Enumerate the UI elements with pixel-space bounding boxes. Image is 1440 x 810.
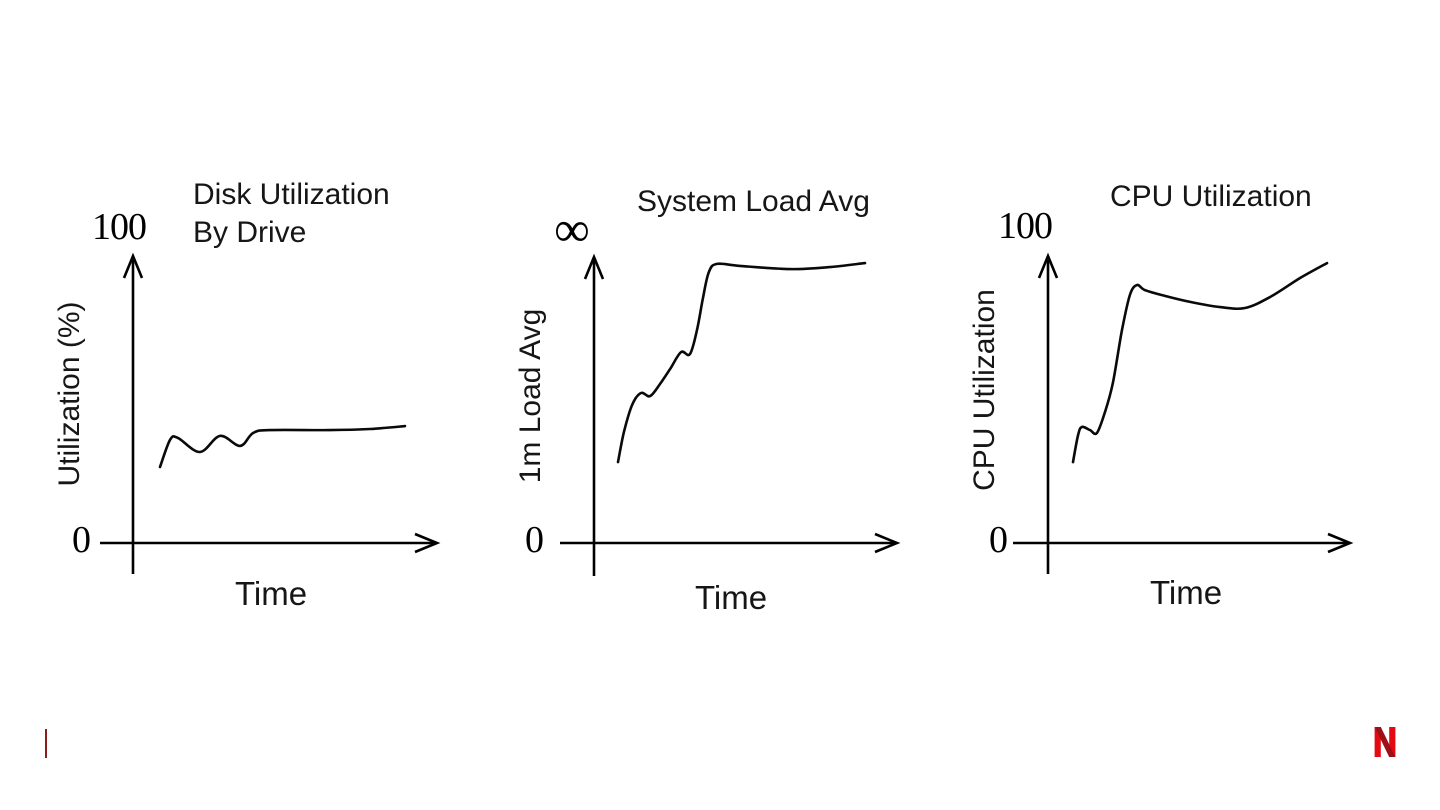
chart1-y-axis-label: Utilization (%) bbox=[53, 301, 86, 487]
chart1-ymin-tick-label: 0 bbox=[72, 519, 91, 561]
netflix-logo-diagonal bbox=[1374, 727, 1396, 757]
netflix-logo-left-bar bbox=[1374, 727, 1381, 757]
netflix-logo-icon bbox=[1374, 727, 1396, 757]
chart2-y-axis-arrow-icon bbox=[583, 253, 605, 280]
chart2-x-axis-label: Time bbox=[694, 579, 768, 616]
chart1-y-axis-arrow-icon bbox=[122, 252, 144, 279]
chart1-title: Disk Utilization By Drive bbox=[193, 176, 390, 252]
chart3-ymin-tick-label: 0 bbox=[989, 519, 1008, 561]
chart3-y-axis-arrow-icon bbox=[1037, 252, 1059, 279]
chart1-title-line2: By Drive bbox=[193, 216, 307, 249]
chart1-curve bbox=[158, 424, 407, 469]
chart3-ymax-tick-label: 100 bbox=[998, 205, 1053, 247]
chart2-ymin-tick-label: 0 bbox=[525, 519, 544, 561]
chart3-y-axis-label: CPU Utilization bbox=[968, 289, 1001, 491]
chart2-title: System Load Avg bbox=[637, 185, 870, 218]
chart3-curve bbox=[1071, 261, 1329, 464]
chart2-y-axis-label: 1m Load Avg bbox=[514, 308, 547, 484]
chart3-title: CPU Utilization bbox=[1110, 180, 1312, 213]
chart2-x-axis-arrow-icon bbox=[874, 532, 901, 554]
chart2-ymax-tick-label: ∞ bbox=[554, 201, 590, 257]
netflix-logo-right-bar bbox=[1389, 727, 1396, 757]
chart2-axes bbox=[560, 253, 901, 576]
chart1-x-axis-label: Time bbox=[234, 575, 308, 612]
chart1-x-axis-arrow-icon bbox=[414, 532, 441, 554]
slide-edge-red-marker bbox=[45, 729, 47, 758]
chart1-axes bbox=[100, 252, 441, 574]
chart3-axes bbox=[1013, 252, 1354, 574]
chart3-x-axis-arrow-icon bbox=[1327, 532, 1354, 554]
chart2-curve bbox=[616, 261, 867, 464]
chart1-ymax-tick-label: 100 bbox=[92, 206, 147, 248]
chart3-x-axis-label: Time bbox=[1149, 574, 1223, 611]
chart1-title-line1: Disk Utilization bbox=[193, 178, 390, 211]
